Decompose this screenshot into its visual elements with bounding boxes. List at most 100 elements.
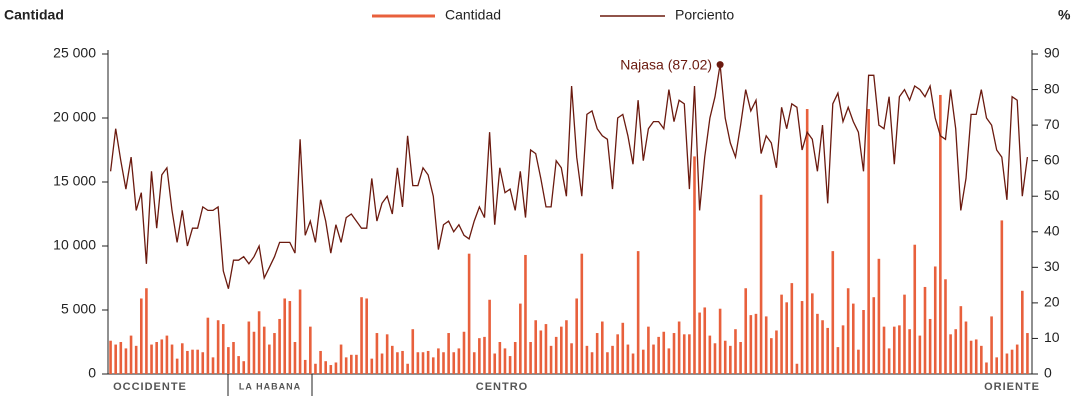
bar [411,329,415,374]
bar [380,353,384,374]
bar [467,253,471,374]
y2-tick-label: 30 [1044,258,1060,274]
bar [478,338,481,374]
legend-label: Cantidad [445,7,501,23]
bar [221,324,225,374]
bar [437,348,440,374]
bar [831,251,835,374]
bar [708,335,712,374]
bar [723,340,727,374]
bar [862,310,865,374]
bar [652,344,655,374]
bar [939,94,942,375]
bar [180,343,184,374]
bar [713,343,717,374]
bar [1005,353,1009,374]
bar [519,303,522,374]
bar [667,348,671,374]
bar [969,340,973,374]
bar [232,342,235,374]
bar [698,312,701,374]
bar [416,352,420,374]
y-tick-label: 0 [88,365,96,381]
annotation: Najasa (87.02) [620,56,712,72]
bar [319,350,322,374]
bar [606,352,609,374]
bar [959,306,963,374]
bar [995,357,999,374]
bar [785,302,788,374]
bar [442,352,445,374]
bar [288,301,292,374]
bar [800,301,804,374]
bar [857,349,860,374]
bar [600,321,604,374]
bar [462,331,466,374]
bar [298,289,302,374]
bar [790,283,794,374]
y-tick-label: 10 000 [53,237,96,253]
y2-tick-label: 90 [1044,45,1060,61]
bar [160,339,164,374]
y2-tick-label: 10 [1044,329,1060,345]
bar [191,349,194,374]
bar [954,329,958,374]
bar [237,356,240,374]
bar [631,353,635,374]
y2-tick-label: 80 [1044,80,1060,96]
bar [350,354,353,374]
bar [396,352,399,374]
bar [974,339,978,374]
bar [662,331,666,374]
bar [851,303,855,374]
bar [457,348,461,374]
line [109,64,1029,289]
region-label: CENTRO [476,381,528,393]
y2-tick-label: 20 [1044,294,1060,310]
bar [360,297,363,374]
bar [513,342,517,374]
bar [493,353,497,374]
bar [903,294,906,374]
bar [114,344,117,374]
bar [554,336,558,374]
bar [211,357,215,374]
bar [821,320,824,374]
bar [677,321,681,374]
bar [119,342,123,374]
bar [836,347,840,374]
bar [882,326,886,374]
bar [431,357,435,374]
bar [529,342,532,374]
bar [278,318,281,374]
bar [283,298,287,374]
bar [980,345,983,374]
bar [918,335,922,374]
bar [672,333,676,374]
bar [585,345,589,374]
bar [1026,333,1029,374]
bar [155,342,158,374]
bar [621,322,625,374]
bar [641,349,645,374]
bar [252,331,256,374]
bar [682,334,686,374]
bar [385,334,389,374]
bar [1010,349,1014,374]
legend-label: Porciento [675,7,734,23]
bar [739,342,742,374]
bar [355,354,358,374]
bar [170,344,174,374]
y2-tick-label: 0 [1044,365,1052,381]
bar [580,253,584,374]
bar [150,344,153,374]
bar [129,335,133,374]
bar [575,298,578,374]
bar [539,330,543,374]
bar [314,363,317,374]
bar [406,363,409,374]
bar [139,298,143,374]
y-tick-label: 20 000 [53,109,96,125]
bar [611,345,614,374]
